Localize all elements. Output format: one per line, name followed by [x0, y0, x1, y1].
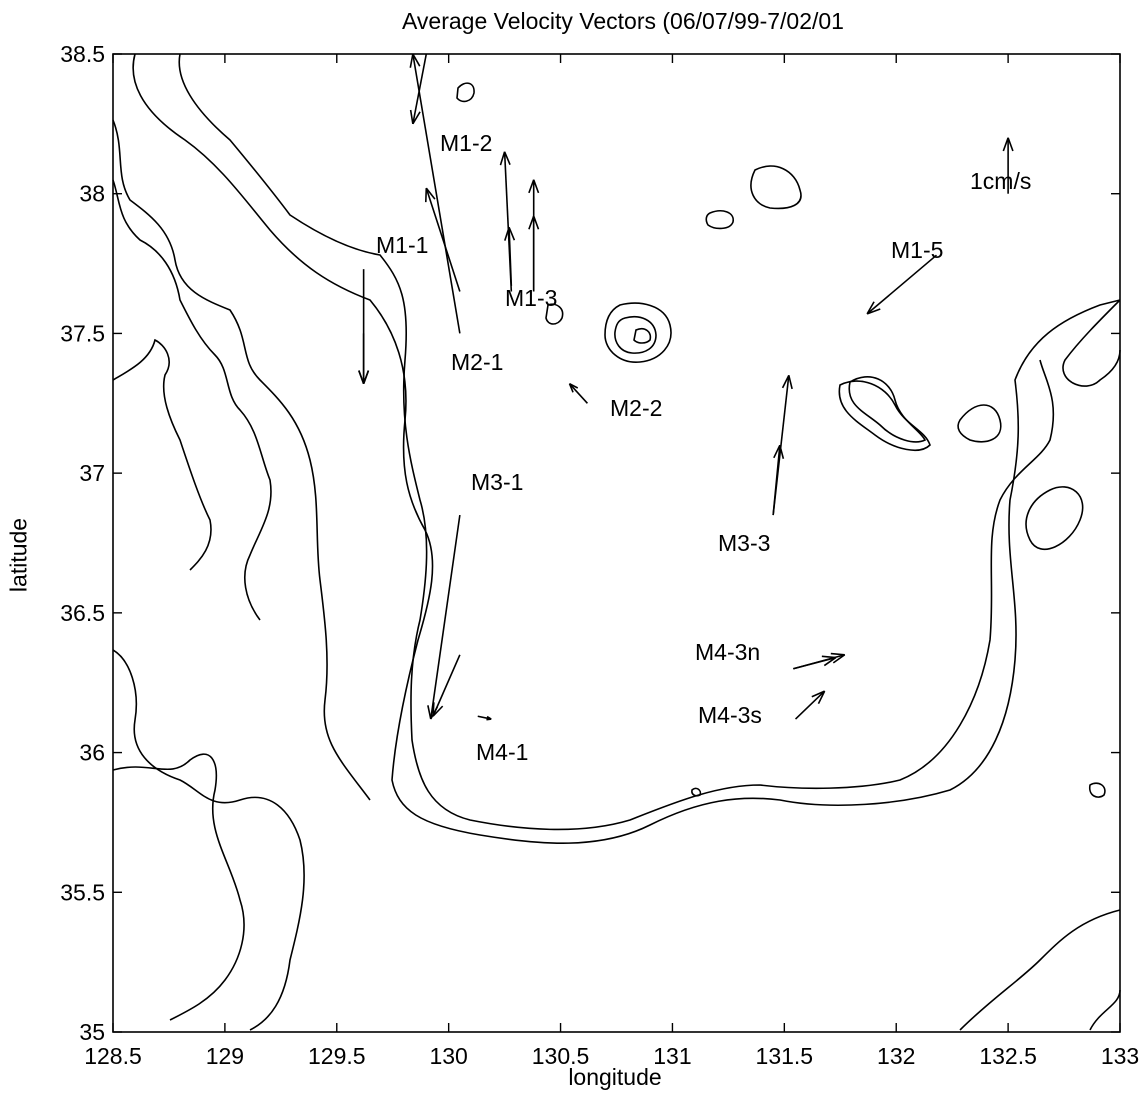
- x-tick-label: 132: [877, 1043, 915, 1069]
- contour-oki: [848, 376, 927, 443]
- velocity-vector: [477, 715, 492, 721]
- velocity-vector: [504, 226, 516, 286]
- x-tick-label: 129.5: [308, 1043, 366, 1069]
- velocity-vector: [528, 215, 540, 292]
- contour-west-2: [112, 179, 272, 621]
- label-m4-3n: M4-3n: [695, 639, 760, 665]
- velocity-vector: [866, 254, 938, 315]
- contour-lines: [112, 53, 1121, 1031]
- label-m1-3: M1-3: [505, 285, 557, 311]
- velocity-vector: [499, 151, 513, 292]
- x-tick-label: 131: [653, 1043, 691, 1069]
- label-m2-2: M2-2: [610, 395, 662, 421]
- x-tick-label: 131.5: [756, 1043, 814, 1069]
- x-tick-label: 133: [1101, 1043, 1139, 1069]
- label-m1-2: M1-2: [440, 130, 492, 156]
- contour-japan-south-2: [1089, 989, 1121, 1031]
- contour-west-1: [112, 119, 371, 801]
- velocity-vector: [424, 187, 461, 292]
- velocity-vector: [794, 690, 826, 720]
- x-tick-label: 129: [206, 1043, 244, 1069]
- x-tick-label: 130: [429, 1043, 467, 1069]
- y-tick-label: 36.5: [60, 600, 105, 626]
- contour-seamount-2: [705, 210, 734, 230]
- contour-seamount-4: [545, 303, 564, 325]
- y-tick-label: 36: [79, 740, 105, 766]
- x-tick-label: 130.5: [532, 1043, 590, 1069]
- contour-west-5: [112, 753, 245, 1021]
- contour-japan-east-2: [957, 404, 1002, 443]
- label-m1-5: M1-5: [891, 237, 943, 263]
- velocity-vector: [409, 53, 461, 334]
- contour-west-4: [112, 649, 305, 1031]
- label-m4-3s: M4-3s: [698, 702, 762, 728]
- contour-west-3: [112, 338, 212, 571]
- contour-korea-coast: [132, 53, 1121, 844]
- axes-box: [112, 53, 1121, 1033]
- y-tick-label: 37: [79, 460, 105, 486]
- label-m3-3: M3-3: [718, 530, 770, 556]
- x-axis-label: longitude: [568, 1064, 662, 1090]
- contour-ulleung-inner: [614, 316, 657, 354]
- velocity-vector: [772, 444, 785, 516]
- x-tick-label: 132.5: [979, 1043, 1037, 1069]
- velocity-vector: [427, 514, 461, 720]
- y-tick-label: 38.5: [60, 41, 105, 67]
- y-tick-label: 35.5: [60, 879, 105, 905]
- contour-japan-south: [959, 909, 1121, 1031]
- label-m4-1: M4-1: [476, 739, 528, 765]
- axis-tick-labels: 128.5 129 129.5 130 130.5 131 131.5 132 132.5 133…: [60, 41, 1139, 1069]
- velocity-vector: [409, 53, 428, 125]
- contour-small-2: [691, 787, 702, 797]
- velocity-vector: [568, 383, 588, 404]
- velocity-vector: [358, 333, 370, 385]
- axis-ticks: [112, 53, 1121, 1033]
- contour-japan-east: [1062, 299, 1121, 387]
- label-m3-1: M3-1: [471, 469, 523, 495]
- station-labels: M1-2 M1-1 M1-3 M1-5 M2-1 M2-2 M3-1 M3-3 …: [376, 130, 1031, 765]
- contour-japan-bay: [1025, 486, 1084, 551]
- velocity-vectors: [358, 53, 1014, 721]
- y-tick-label: 35: [79, 1019, 105, 1045]
- contour-ulleung-core: [633, 327, 652, 344]
- contour-oki-outer: [838, 380, 931, 451]
- contour-seamount-3: [456, 82, 475, 103]
- contour-small-1: [1088, 782, 1106, 798]
- label-m2-1: M2-1: [451, 349, 503, 375]
- contour-seamount-1: [750, 165, 802, 210]
- contour-ulleung: [604, 302, 672, 363]
- x-tick-label: 128.5: [84, 1043, 142, 1069]
- y-tick-label: 37.5: [60, 320, 105, 346]
- scale-label: 1cm/s: [970, 168, 1031, 194]
- velocity-vector: [793, 655, 837, 670]
- velocity-vector: [1002, 137, 1014, 194]
- contour-shelf: [178, 53, 1055, 831]
- velocity-vector: [432, 654, 461, 717]
- chart-title: Average Velocity Vectors (06/07/99-7/02/…: [402, 8, 844, 34]
- label-m1-1: M1-1: [376, 232, 428, 258]
- y-tick-label: 38: [79, 181, 105, 207]
- velocity-vector: [772, 374, 793, 516]
